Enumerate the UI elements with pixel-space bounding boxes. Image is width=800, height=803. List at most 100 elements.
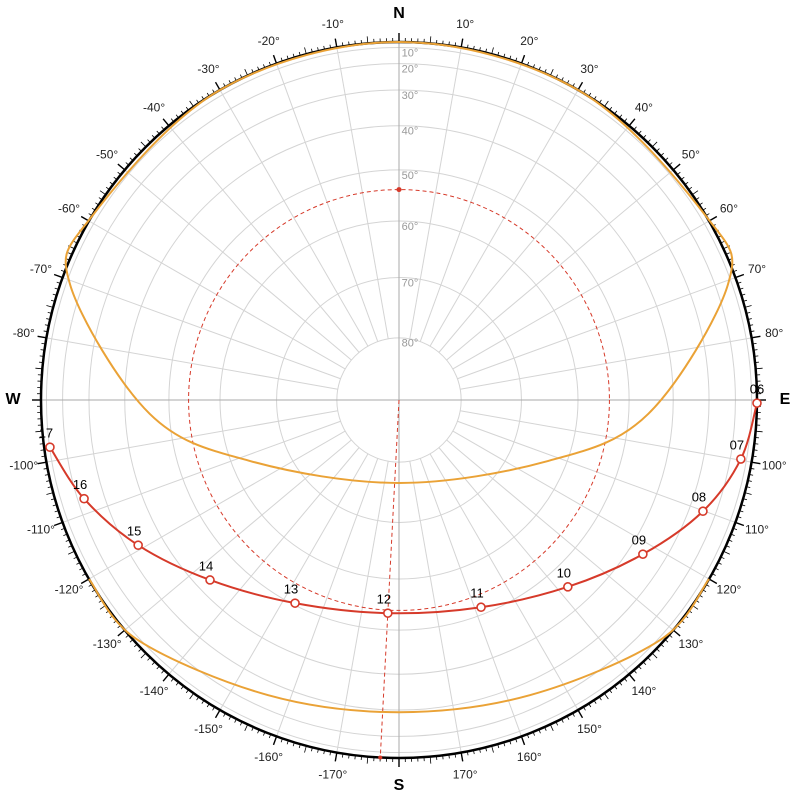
azimuth-label: N xyxy=(393,5,405,22)
azimuth-minor-tick xyxy=(754,450,758,451)
azimuth-minor-tick xyxy=(118,164,125,170)
azimuth-label: -130° xyxy=(93,637,122,651)
altitude-label: 20° xyxy=(402,63,419,75)
azimuth-label: -110° xyxy=(27,522,55,536)
altitude-label: 10° xyxy=(402,47,419,59)
hour-point xyxy=(384,609,392,617)
azimuth-label: -30° xyxy=(197,62,219,76)
azimuth-label: W xyxy=(5,391,21,408)
azimuth-minor-tick xyxy=(652,653,657,658)
hour-point xyxy=(737,455,745,463)
azimuth-label: 10° xyxy=(456,17,474,31)
altitude-label: 70° xyxy=(402,277,419,289)
azimuth-label: 40° xyxy=(635,100,653,114)
hour-label: 11 xyxy=(470,586,484,601)
azimuth-minor-tick xyxy=(550,69,553,75)
hour-point xyxy=(206,576,214,584)
hour-label: 09 xyxy=(632,533,646,548)
azimuth-minor-tick xyxy=(216,82,221,90)
azimuth-minor-tick xyxy=(735,522,743,525)
altitude-label: 60° xyxy=(402,221,419,233)
azimuth-spoke xyxy=(89,431,345,579)
azimuth-minor-tick xyxy=(692,191,698,195)
azimuth-minor-tick xyxy=(148,658,151,661)
noon-line-end xyxy=(378,756,382,760)
azimuth-spoke xyxy=(46,338,337,389)
azimuth-minor-tick xyxy=(141,653,146,658)
hour-label: 07 xyxy=(730,437,744,452)
azimuth-minor-tick xyxy=(139,649,142,652)
azimuth-minor-tick xyxy=(629,119,635,126)
azimuth-minor-tick xyxy=(648,658,651,661)
azimuth-label: -70° xyxy=(30,262,52,276)
azimuth-label: -150° xyxy=(194,722,223,736)
azimuth-minor-tick xyxy=(449,755,450,759)
azimuth-spoke xyxy=(453,431,709,579)
azimuth-minor-tick xyxy=(648,140,651,143)
azimuth-minor-tick xyxy=(273,736,276,744)
hour-label: 08 xyxy=(692,490,706,505)
azimuth-minor-tick xyxy=(461,39,463,48)
azimuth-label: -40° xyxy=(143,100,165,114)
azimuth-minor-tick xyxy=(41,450,45,451)
azimuth-minor-tick xyxy=(134,153,137,156)
azimuth-minor-tick xyxy=(643,135,646,138)
azimuth-minor-tick xyxy=(521,736,524,744)
azimuth-minor-tick xyxy=(578,710,583,718)
azimuth-label: 150° xyxy=(577,722,602,736)
azimuth-minor-tick xyxy=(673,164,680,170)
azimuth-minor-tick xyxy=(152,135,155,138)
azimuth-spoke xyxy=(169,126,359,353)
azimuth-minor-tick xyxy=(38,336,47,338)
azimuth-minor-tick xyxy=(643,662,646,665)
azimuth-label: -10° xyxy=(322,17,344,31)
hour-label: 14 xyxy=(199,558,213,573)
hour-label: 15 xyxy=(127,524,141,539)
azimuth-label: -60° xyxy=(58,202,80,216)
noon-circle-dot xyxy=(397,187,402,192)
azimuth-minor-tick xyxy=(578,82,583,90)
azimuth-minor-tick xyxy=(652,142,657,147)
azimuth-label: -160° xyxy=(254,750,283,764)
azimuth-label: 60° xyxy=(720,202,738,216)
hour-label: 17 xyxy=(39,426,53,441)
azimuth-minor-tick xyxy=(629,674,635,681)
hour-point xyxy=(134,541,142,549)
azimuth-minor-tick xyxy=(38,462,47,464)
azimuth-minor-tick xyxy=(54,274,62,277)
azimuth-label: 100° xyxy=(762,458,787,472)
azimuth-label: -120° xyxy=(55,583,84,597)
azimuth-label: 110° xyxy=(745,522,769,536)
azimuth-label: -100° xyxy=(9,458,38,472)
altitude-label: 30° xyxy=(402,90,419,102)
azimuth-label: 160° xyxy=(517,750,542,764)
azimuth-label: S xyxy=(394,777,405,794)
azimuth-label: 70° xyxy=(748,262,766,276)
azimuth-minor-tick xyxy=(216,710,221,718)
azimuth-label: E xyxy=(780,391,791,408)
azimuth-minor-tick xyxy=(349,42,350,46)
azimuth-label: 20° xyxy=(520,34,538,48)
azimuth-label: 120° xyxy=(717,583,742,597)
hour-point xyxy=(639,550,647,558)
azimuth-minor-tick xyxy=(68,551,74,554)
azimuth-minor-tick xyxy=(752,462,761,464)
azimuth-minor-tick xyxy=(100,191,106,195)
azimuth-minor-tick xyxy=(752,336,761,338)
azimuth-minor-tick xyxy=(139,149,142,152)
altitude-label: 80° xyxy=(402,338,419,350)
azimuth-minor-tick xyxy=(673,630,680,636)
hour-point xyxy=(477,603,485,611)
azimuth-label: -140° xyxy=(140,684,169,698)
azimuth-minor-tick xyxy=(604,693,608,699)
hour-label: 10 xyxy=(557,565,571,580)
azimuth-minor-tick xyxy=(118,630,125,636)
hour-point xyxy=(291,599,299,607)
azimuth-minor-tick xyxy=(335,753,337,762)
azimuth-label: -50° xyxy=(96,147,118,161)
azimuth-spoke xyxy=(277,458,378,736)
azimuth-label: 30° xyxy=(580,62,598,76)
hour-label: 16 xyxy=(73,477,87,492)
azimuth-minor-tick xyxy=(54,522,62,525)
azimuth-minor-tick xyxy=(657,149,660,152)
